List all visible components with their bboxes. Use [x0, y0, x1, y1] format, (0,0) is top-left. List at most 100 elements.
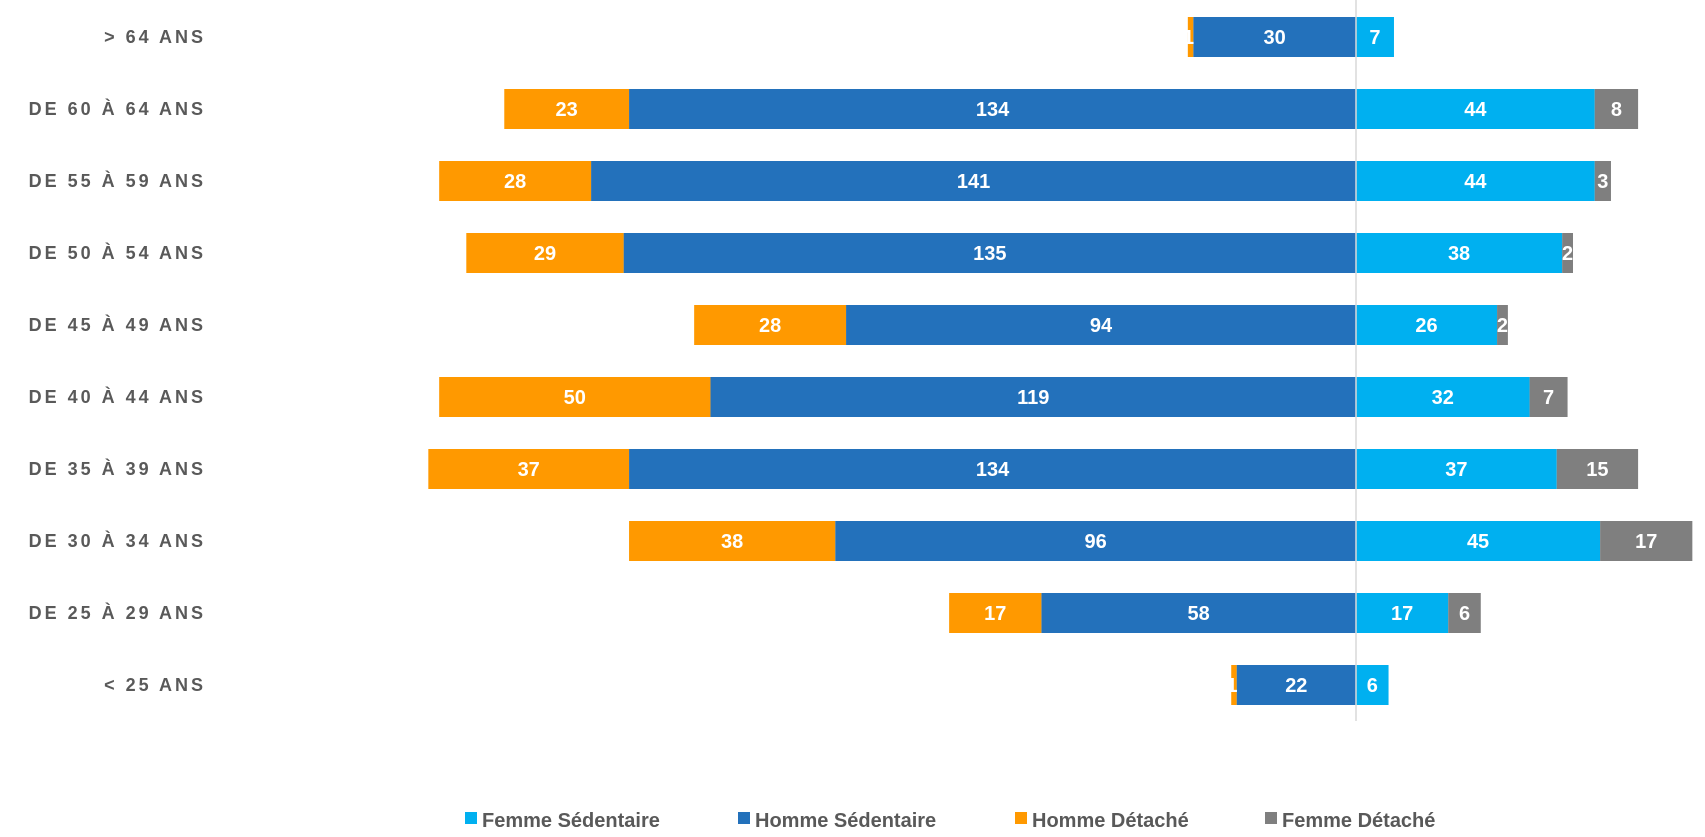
- data-label-femme-sedentaire: 38: [1448, 243, 1470, 265]
- bar-femme-sedentaire: [1356, 233, 1563, 273]
- data-label-homme-sedentaire: 119: [1017, 387, 1049, 409]
- data-label-homme-sedentaire: 58: [1188, 603, 1210, 625]
- bar-femme-sedentaire: [1356, 17, 1394, 57]
- bar-homme-sedentaire: [623, 233, 1356, 273]
- bar-homme-detache: [1187, 17, 1194, 57]
- category-label: DE 55 À 59 ANS: [29, 170, 206, 191]
- data-label-femme-sedentaire: 26: [1415, 315, 1437, 337]
- data-label-femme-sedentaire: 44: [1464, 171, 1487, 193]
- data-label-femme-detache: 7: [1543, 387, 1554, 409]
- bar-femme-detache: [1497, 305, 1508, 345]
- data-label-homme-detache: 17: [984, 603, 1006, 625]
- data-label-homme-detache: 38: [721, 531, 743, 553]
- bar-homme-detache: [439, 377, 711, 417]
- legend-item-femme-sedentaire: Femme Sédentaire: [465, 810, 660, 832]
- legend-item-homme-sedentaire: Homme Sédentaire: [738, 810, 936, 832]
- data-label-homme-sedentaire: 134: [976, 459, 1010, 481]
- data-label-homme-sedentaire: 94: [1090, 315, 1113, 337]
- data-label-femme-detache: 17: [1635, 531, 1657, 553]
- legend-swatch: [738, 812, 750, 824]
- bar-femme-sedentaire: [1356, 521, 1601, 561]
- bar-homme-detache: [1231, 665, 1237, 705]
- data-label-homme-detache: 23: [556, 99, 578, 121]
- bar-homme-sedentaire: [1236, 665, 1356, 705]
- bars-group: [428, 17, 1693, 705]
- bar-femme-detache: [1556, 449, 1639, 489]
- category-labels-group: > 64 ANS DE 60 À 64 ANS DE 55 À 59 ANS DE 5…: [29, 27, 206, 695]
- bar-femme-detache: [1529, 377, 1568, 417]
- bar-homme-detache: [439, 161, 592, 201]
- data-label-femme-sedentaire: 44: [1464, 99, 1487, 121]
- category-label: DE 60 À 64 ANS: [29, 98, 206, 119]
- bar-homme-detache: [466, 233, 624, 273]
- legend-swatch: [465, 812, 477, 824]
- data-label-femme-detache: 3: [1597, 171, 1608, 193]
- data-label-femme-detache: 15: [1586, 459, 1608, 481]
- legend-label: Femme Détaché: [1282, 810, 1435, 832]
- bar-femme-detache: [1448, 593, 1481, 633]
- category-label: < 25 ANS: [104, 675, 206, 695]
- data-label-homme-detache: 1: [1183, 27, 1194, 49]
- bar-femme-detache: [1594, 89, 1639, 129]
- legend-swatch: [1265, 812, 1277, 824]
- data-label-homme-detache: 50: [564, 387, 586, 409]
- category-label: DE 35 À 39 ANS: [29, 458, 206, 479]
- bar-homme-sedentaire: [591, 161, 1356, 201]
- data-label-homme-sedentaire: 141: [957, 171, 990, 193]
- bar-femme-sedentaire: [1356, 377, 1530, 417]
- data-label-femme-detache: 6: [1459, 603, 1470, 625]
- data-label-homme-sedentaire: 134: [976, 99, 1010, 121]
- category-label: DE 25 À 29 ANS: [29, 602, 206, 623]
- legend-item-homme-detache: Homme Détaché: [1015, 810, 1189, 832]
- legend-label: Femme Sédentaire: [482, 810, 660, 832]
- data-label-homme-sedentaire: 135: [973, 243, 1006, 265]
- data-label-femme-detache: 2: [1562, 243, 1573, 265]
- bar-femme-detache: [1562, 233, 1573, 273]
- bar-homme-detache: [694, 305, 847, 345]
- data-label-homme-detache: 29: [534, 243, 556, 265]
- bar-homme-sedentaire: [629, 449, 1356, 489]
- data-label-femme-detache: 8: [1611, 99, 1622, 121]
- data-label-femme-sedentaire: 6: [1367, 675, 1378, 697]
- legend-swatch: [1015, 812, 1027, 824]
- data-label-femme-sedentaire: 45: [1467, 531, 1489, 553]
- bar-femme-sedentaire: [1356, 305, 1498, 345]
- data-label-homme-sedentaire: 96: [1084, 531, 1106, 553]
- data-label-homme-sedentaire: 22: [1285, 675, 1307, 697]
- data-label-femme-detache: 2: [1497, 315, 1508, 337]
- category-label: DE 50 À 54 ANS: [29, 242, 206, 263]
- legend: Femme Sédentaire Homme Sédentaire Homme Dé…: [465, 810, 1435, 832]
- bar-homme-sedentaire: [846, 305, 1356, 345]
- bar-homme-sedentaire: [629, 89, 1356, 129]
- legend-label: Homme Sédentaire: [755, 810, 936, 832]
- data-label-homme-detache: 28: [504, 171, 526, 193]
- data-label-homme-sedentaire: 30: [1264, 27, 1286, 49]
- bar-femme-detache: [1600, 521, 1693, 561]
- bar-femme-sedentaire: [1356, 89, 1595, 129]
- bar-homme-sedentaire: [1193, 17, 1356, 57]
- data-label-femme-sedentaire: 32: [1432, 387, 1454, 409]
- bar-femme-sedentaire: [1356, 665, 1389, 705]
- category-label: > 64 ANS: [104, 27, 206, 47]
- bar-homme-sedentaire: [710, 377, 1356, 417]
- bar-homme-detache: [428, 449, 630, 489]
- data-label-homme-detache: 28: [759, 315, 781, 337]
- data-label-homme-detache: 37: [518, 459, 540, 481]
- data-label-femme-sedentaire: 37: [1445, 459, 1467, 481]
- bar-homme-sedentaire: [835, 521, 1356, 561]
- category-label: DE 30 À 34 ANS: [29, 530, 206, 551]
- bar-femme-sedentaire: [1356, 593, 1449, 633]
- bar-femme-detache: [1594, 161, 1611, 201]
- category-label: DE 40 À 44 ANS: [29, 386, 206, 407]
- data-label-homme-detache: 1: [1226, 675, 1237, 697]
- bar-femme-sedentaire: [1356, 161, 1595, 201]
- bar-homme-detache: [504, 89, 630, 129]
- bar-homme-detache: [629, 521, 836, 561]
- legend-item-femme-detache: Femme Détaché: [1265, 810, 1435, 832]
- bar-femme-sedentaire: [1356, 449, 1557, 489]
- data-label-femme-sedentaire: 17: [1391, 603, 1413, 625]
- bar-homme-detache: [949, 593, 1042, 633]
- legend-label: Homme Détaché: [1032, 810, 1189, 832]
